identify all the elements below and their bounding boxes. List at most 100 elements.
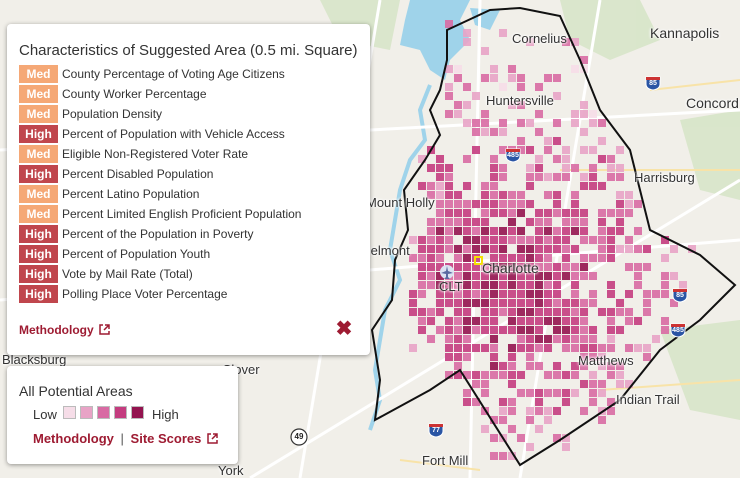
area-tile [472,245,480,253]
area-tile [544,317,552,325]
area-tile [544,263,552,271]
area-tile [517,389,525,397]
legend-swatch [63,406,76,419]
area-tile [625,263,633,271]
area-tile [499,272,507,280]
area-tile [553,308,561,316]
area-tile [544,344,552,352]
characteristic-label: Percent of the Population in Poverty [62,227,254,241]
catawba-river [368,84,432,431]
area-tile [481,119,489,127]
area-tile [526,200,534,208]
area-tile [517,335,525,343]
area-tile [454,290,462,298]
characteristic-row: Med Population Density [19,105,162,123]
area-tile [526,254,534,262]
area-tile [481,200,489,208]
area-tile [508,344,516,352]
methodology-link[interactable]: Methodology [19,323,110,337]
area-tile [472,371,480,379]
area-tile [526,326,534,334]
area-tile [580,362,588,370]
area-tile [463,389,471,397]
area-tile [589,182,597,190]
area-tile [544,209,552,217]
area-tile [607,227,615,235]
area-tile [535,299,543,307]
area-tile [598,236,606,244]
area-tile [418,254,426,262]
area-tile [544,389,552,397]
area-tile [562,173,570,181]
area-tile [544,254,552,262]
area-tile [463,227,471,235]
characteristic-label: Percent of Population Youth [62,247,211,261]
area-tile [571,218,579,226]
area-tile [436,200,444,208]
legend-title: All Potential Areas [19,383,133,399]
area-tile [544,416,552,424]
area-tile [508,290,516,298]
area-tile [508,263,516,271]
area-tile [445,164,453,172]
area-tile [571,38,579,46]
area-tile [535,173,543,181]
area-tile [445,227,453,235]
area-tile [499,200,507,208]
area-tile [553,137,561,145]
area-tile [688,245,696,253]
area-tile [553,173,561,181]
area-tile [535,227,543,235]
area-tile [490,317,498,325]
area-tile [517,299,525,307]
area-tile [562,263,570,271]
area-tile [445,281,453,289]
area-tile [553,263,561,271]
area-tile [418,281,426,289]
area-tile [553,191,561,199]
area-tile [481,218,489,226]
area-tile [643,245,651,253]
legend-low-label: Low [33,407,57,422]
area-tile [463,218,471,226]
interstate-shield-icon: 85 [672,287,688,303]
area-tile [580,218,588,226]
area-tile [490,434,498,442]
area-tile [544,407,552,415]
area-tile [607,335,615,343]
area-tile [526,353,534,361]
area-tile [508,308,516,316]
area-tile [481,245,489,253]
area-tile [661,290,669,298]
place-label: Harrisburg [634,170,695,185]
legend-swatch [114,406,127,419]
area-tile [571,65,579,73]
area-tile [436,263,444,271]
area-tile [571,209,579,217]
area-tile [445,200,453,208]
place-label: Matthews [578,353,634,368]
close-icon[interactable]: ✖ [335,318,353,340]
area-tile [544,308,552,316]
area-tile [517,308,525,316]
area-tile [571,326,579,334]
site-scores-link[interactable]: Site Scores [130,431,202,446]
level-badge: High [19,125,58,143]
area-tile [625,290,633,298]
area-tile [490,191,498,199]
area-tile [535,272,543,280]
area-tile [535,290,543,298]
characteristic-label: Vote by Mail Rate (Total) [62,267,193,281]
area-tile [616,308,624,316]
place-label: Kannapolis [650,25,720,41]
area-tile [499,146,507,154]
area-tile [562,335,570,343]
area-tile [571,227,579,235]
characteristic-label: Population Density [62,107,163,121]
legend-methodology-link[interactable]: Methodology [33,431,114,446]
area-tile [535,236,543,244]
area-tile [463,272,471,280]
area-tile [580,182,588,190]
area-tile [625,236,633,244]
area-tile [535,263,543,271]
